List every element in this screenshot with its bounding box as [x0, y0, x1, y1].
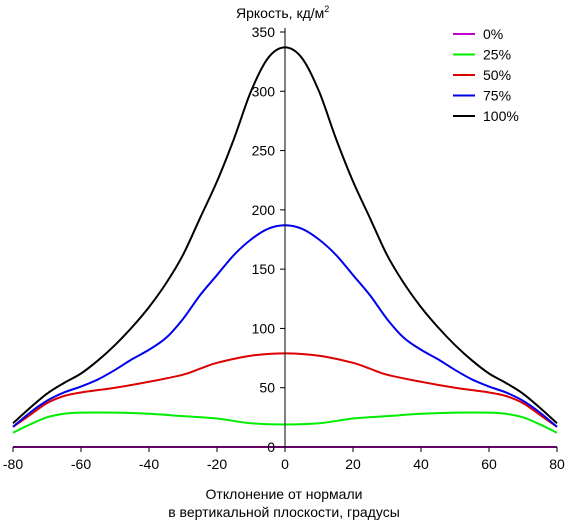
- y-tick-label: 50: [259, 380, 275, 396]
- y-tick-label: 100: [252, 320, 276, 336]
- y-tick-label: 250: [252, 143, 276, 159]
- y-tick-label: 200: [252, 202, 276, 218]
- legend-label: 25%: [483, 47, 511, 63]
- x-tick-label: 40: [413, 456, 429, 472]
- x-tick-label: -80: [3, 456, 23, 472]
- y-tick-label: 300: [252, 83, 276, 99]
- x-tick-label: 80: [549, 456, 565, 472]
- x-tick-label: 20: [345, 456, 361, 472]
- x-tick-label: -20: [207, 456, 227, 472]
- tick-labels: -80 -60 -40 -20 0 20 40 60 80 0 50 100 150 200 250 300 3…: [3, 24, 565, 472]
- legend-label: 75%: [483, 88, 511, 104]
- legend: 0% 25% 50% 75% 100%: [453, 26, 519, 124]
- y-axis-label: Яркость, кд/м2: [236, 4, 329, 21]
- x-tick-label: -40: [139, 456, 159, 472]
- y-axis-label-text: Яркость, кд/м: [236, 5, 324, 21]
- legend-label: 50%: [483, 67, 511, 83]
- x-tick-label: -60: [71, 456, 91, 472]
- legend-label: 0%: [483, 26, 503, 42]
- x-axis-label-line2: в вертикальной плоскости, градусы: [168, 504, 400, 520]
- y-tick-label: 150: [252, 261, 276, 277]
- x-tick-label: 0: [281, 456, 289, 472]
- x-tick-label: 60: [481, 456, 497, 472]
- legend-label: 100%: [483, 108, 519, 124]
- y-tick-label: 0: [267, 439, 275, 455]
- axes: [12, 28, 558, 452]
- y-tick-label: 350: [252, 24, 276, 40]
- x-axis-label-line1: Отклонение от нормали: [206, 486, 363, 502]
- y-axis-label-superscript: 2: [324, 4, 329, 14]
